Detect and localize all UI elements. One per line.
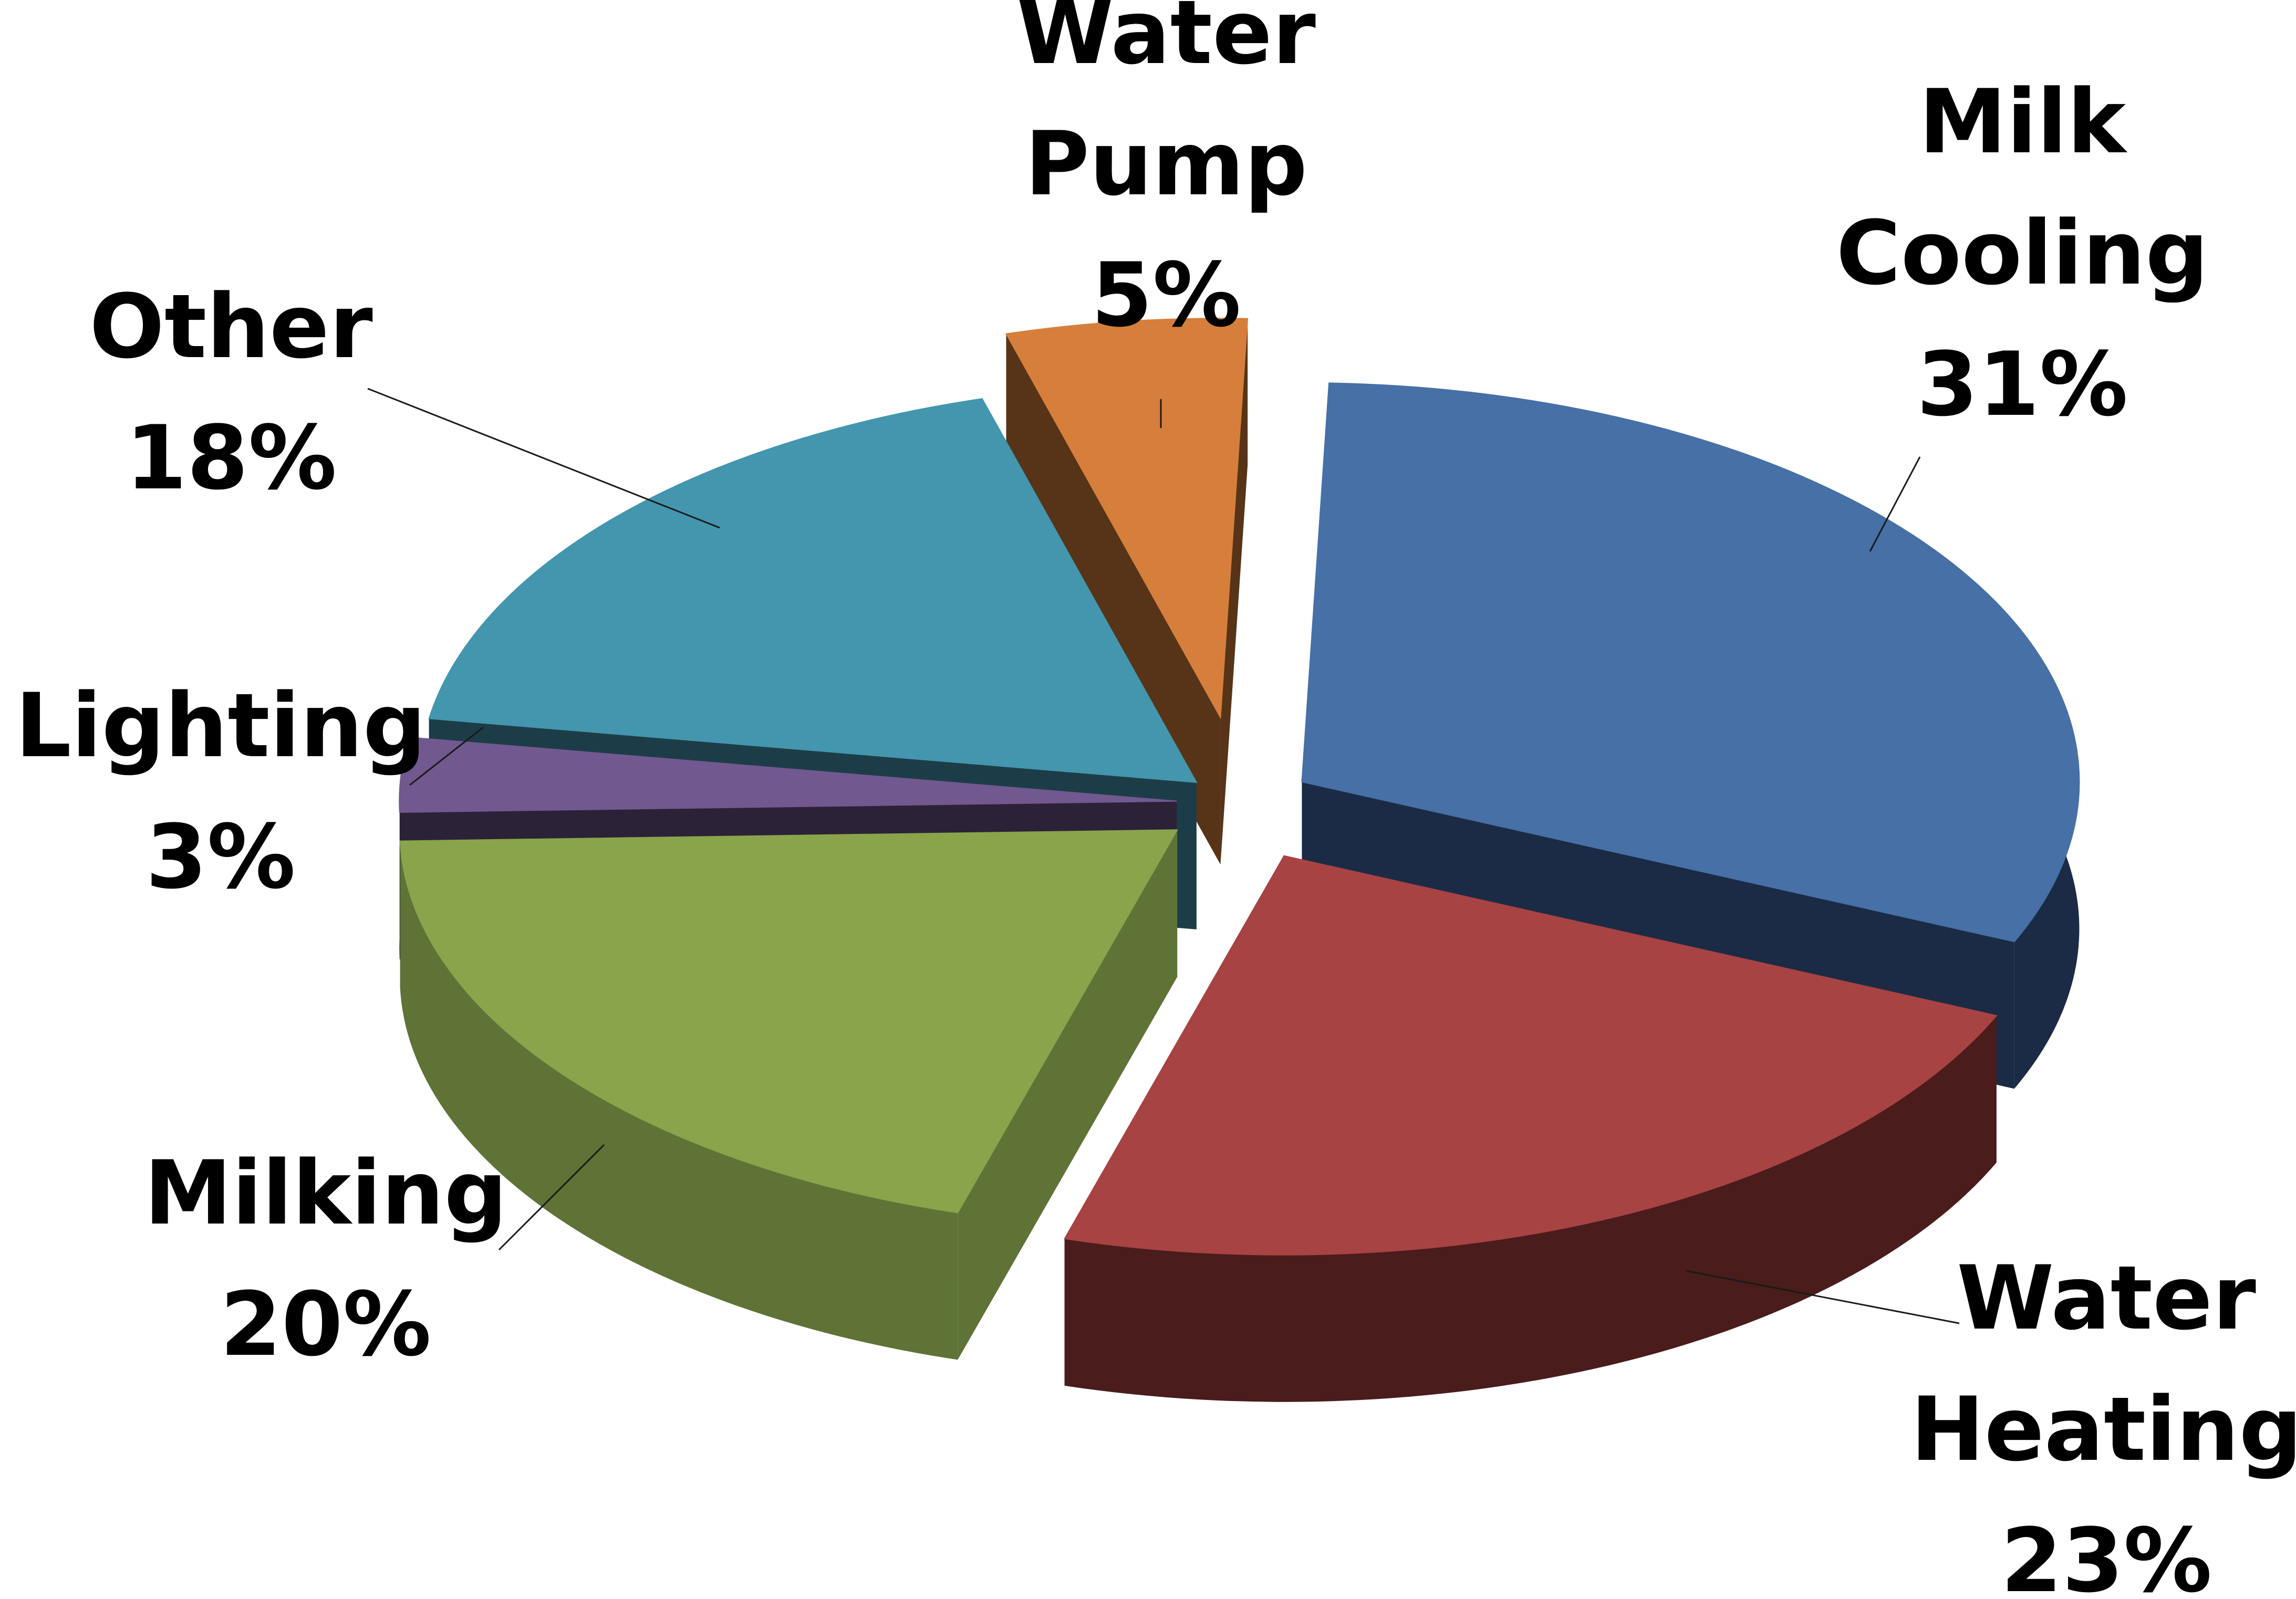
slice-water-heating — [1064, 855, 1998, 1402]
slice-name-label: Water — [1016, 0, 1316, 84]
slice-top — [428, 398, 1198, 783]
slice-name-label: Water — [1957, 1247, 2256, 1350]
slice-label-lighting: Lighting 3% — [15, 674, 426, 908]
slice-name-label: Other — [89, 275, 373, 378]
slice-value-label: 18% — [126, 406, 337, 509]
leader-line — [498, 1144, 605, 1251]
slice-value-label: 3% — [146, 806, 295, 908]
slice-value-label: 31% — [1917, 333, 2128, 436]
slice-label-milk-cooling: Milk Cooling 31% — [1836, 70, 2208, 436]
leader-line — [1686, 1270, 1960, 1324]
slice-name-label: Heating — [1910, 1378, 2296, 1481]
slice-milking — [399, 829, 1178, 1360]
leader-line — [367, 388, 720, 529]
slice-label-water-pump: Water Pump 5% — [1016, 0, 1316, 347]
slice-name-label: Cooling — [1836, 202, 2208, 305]
slice-value-label: 23% — [2001, 1509, 2212, 1599]
slice-name-label: Pump — [1025, 112, 1307, 215]
slice-top — [1005, 318, 1249, 719]
slice-label-other: Other 18% — [89, 275, 373, 509]
slice-value-label: 5% — [1091, 244, 1241, 347]
leader-line — [409, 726, 484, 786]
slice-name-label: Milk — [1919, 70, 2127, 173]
slice-label-milking: Milking 20% — [144, 1142, 507, 1376]
slice-top — [1064, 855, 1998, 1256]
slice-rim — [400, 841, 958, 1360]
slice-rim — [1064, 1015, 1997, 1402]
leader-line — [1869, 456, 1921, 552]
slice-value-label: 20% — [220, 1273, 431, 1376]
slice-name-label: Milking — [144, 1142, 507, 1245]
slice-label-water-heating: Water Heating 23% — [1910, 1247, 2296, 1599]
slice-top — [399, 737, 1177, 813]
slice-name-label: Lighting — [15, 674, 426, 777]
slice-top — [399, 829, 1178, 1214]
